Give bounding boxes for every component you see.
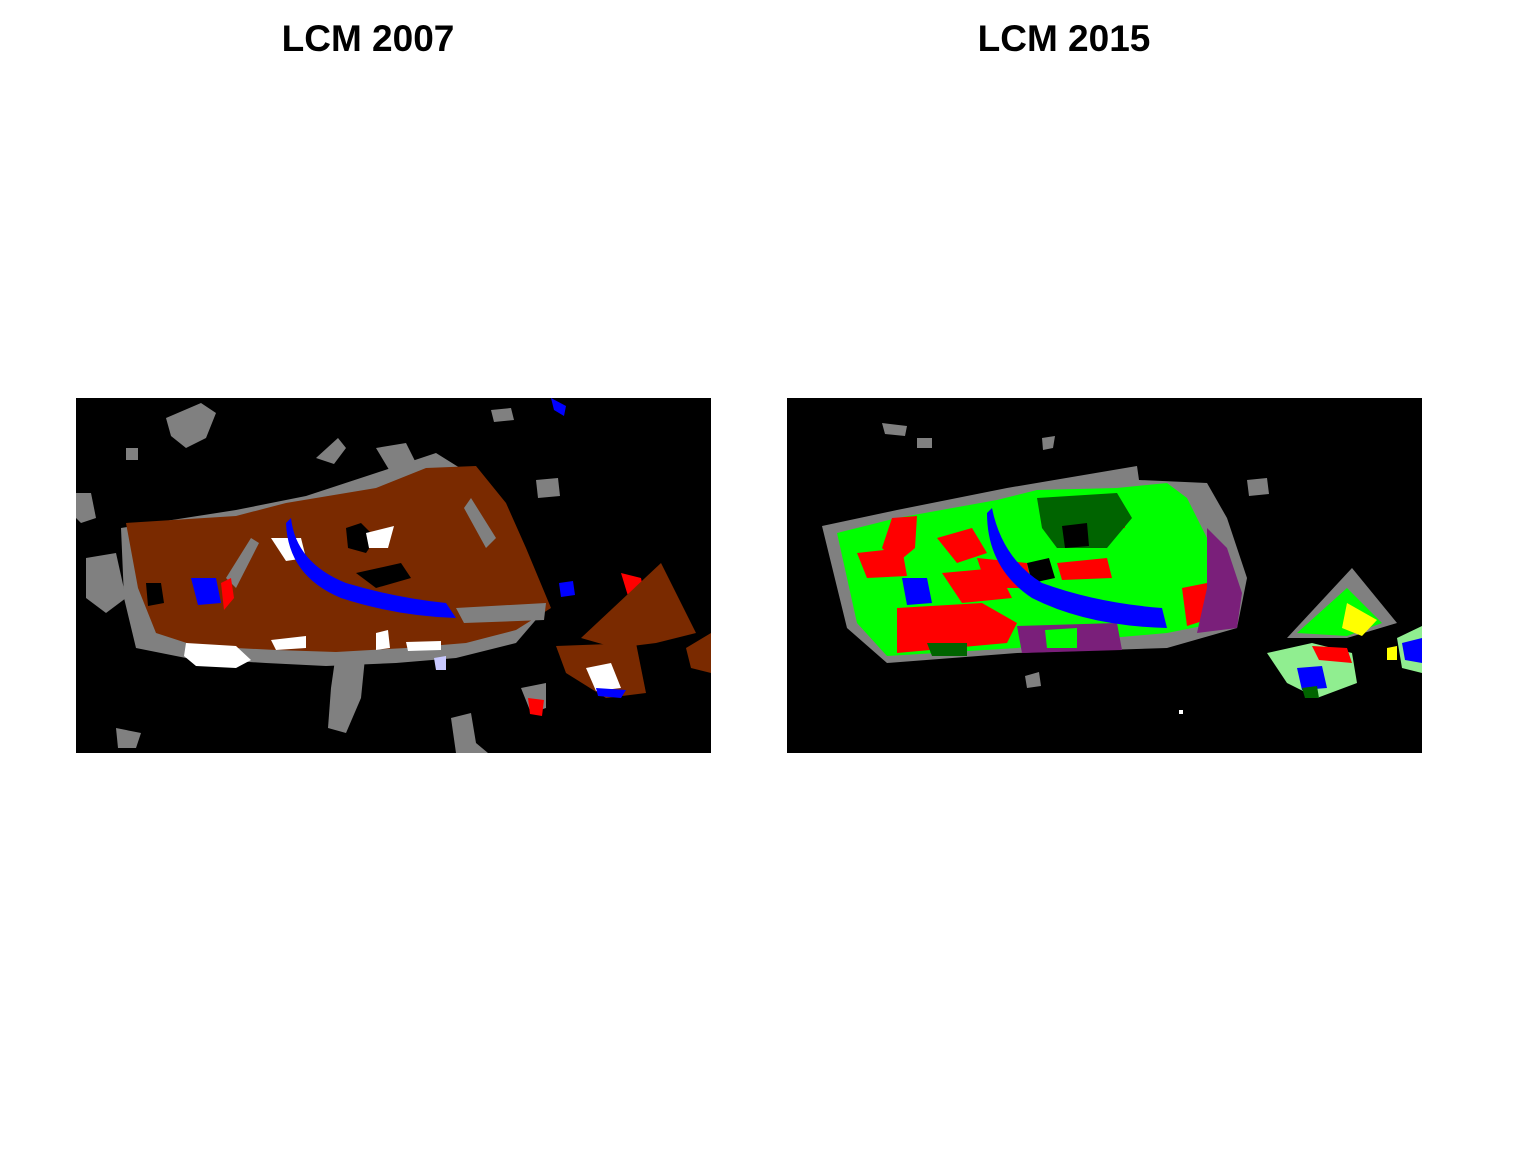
agricultural-land-region <box>686 633 711 673</box>
white-patch <box>184 643 251 668</box>
void-region <box>356 563 411 588</box>
lake-feature <box>1402 638 1422 663</box>
white-patch <box>376 630 390 650</box>
yellow-patch <box>1387 646 1397 660</box>
urban-patch <box>76 493 96 523</box>
lake-feature <box>191 578 221 605</box>
woodland-region <box>927 643 967 656</box>
river-feature <box>987 508 1167 628</box>
urban-strip <box>456 603 546 623</box>
panel-title-left: LCM 2007 <box>281 18 455 59</box>
lake-feature <box>902 578 932 605</box>
lavender-patch <box>434 656 446 670</box>
grassland-region <box>1045 628 1077 648</box>
lake-feature <box>1297 666 1327 690</box>
red-patch <box>221 578 234 610</box>
urban-patch <box>126 448 138 460</box>
urban-patch <box>316 438 346 464</box>
map-lcm-2007-raster <box>76 398 711 753</box>
urban-patch <box>116 728 141 748</box>
urban-patch <box>536 478 560 498</box>
woodland-region <box>1302 686 1319 698</box>
panel-title-right: LCM 2015 <box>977 18 1151 59</box>
lake-feature <box>559 581 575 597</box>
urban-strip <box>226 538 259 588</box>
yellow-patch <box>1342 603 1377 636</box>
urban-patch <box>328 648 366 733</box>
urban-patch <box>166 403 216 448</box>
map-lcm-2007 <box>76 398 711 753</box>
purple-region <box>1197 528 1242 633</box>
urban-patch <box>1042 436 1055 450</box>
arable-patch <box>1312 646 1352 663</box>
white-speck <box>1179 710 1183 714</box>
void-region <box>146 583 164 606</box>
arable-patch <box>857 548 907 578</box>
urban-patch <box>1247 478 1269 496</box>
urban-strip <box>464 498 496 548</box>
urban-patch <box>882 423 907 436</box>
white-patch <box>366 526 394 548</box>
void-region <box>1062 523 1089 548</box>
white-patch <box>406 641 441 651</box>
urban-patch <box>917 438 932 448</box>
map-lcm-2015 <box>787 398 1422 753</box>
white-patch <box>271 636 306 650</box>
red-patch <box>528 698 544 716</box>
void-region <box>1027 558 1055 583</box>
lake-feature <box>551 398 566 416</box>
arable-patch <box>897 603 1017 653</box>
arable-patch <box>1057 558 1112 580</box>
urban-patch <box>451 713 488 753</box>
white-patch <box>586 663 621 691</box>
river-feature <box>286 518 456 618</box>
arable-patch <box>937 528 987 563</box>
urban-patch <box>491 408 514 422</box>
urban-patch <box>86 553 126 613</box>
map-lcm-2015-raster <box>787 398 1422 753</box>
woodland-region <box>1037 493 1132 548</box>
lake-feature <box>596 688 626 698</box>
urban-patch <box>1025 672 1041 688</box>
agricultural-land-region <box>581 563 696 648</box>
